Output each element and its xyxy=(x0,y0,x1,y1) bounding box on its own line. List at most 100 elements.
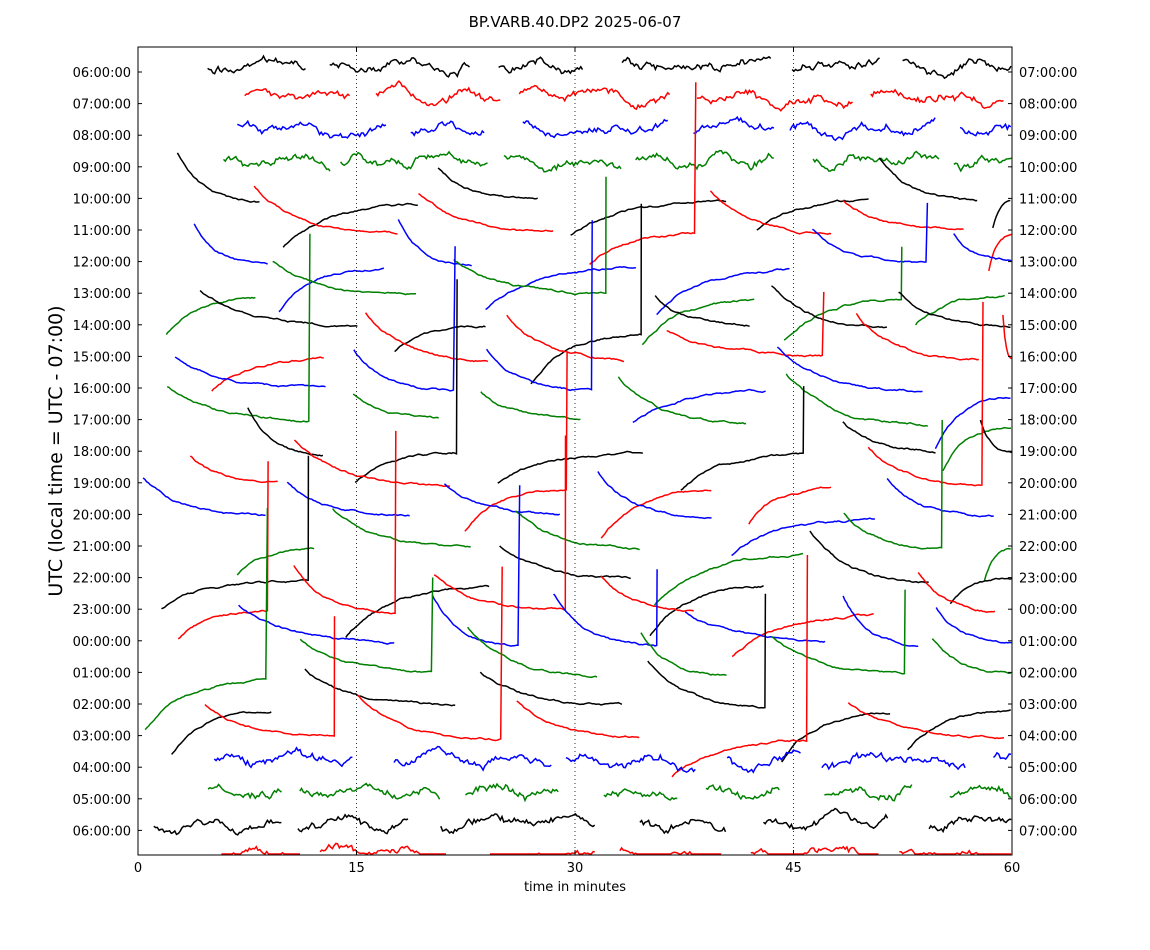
y-right-tick-label: 00:00:00 xyxy=(1019,603,1077,618)
y-left-tick-label: 23:00:00 xyxy=(73,603,131,618)
trace-segment xyxy=(299,782,441,800)
trace-segment xyxy=(213,746,353,769)
trace-segment xyxy=(917,572,996,613)
trace-segment xyxy=(352,393,439,419)
trace-segment xyxy=(942,426,1012,472)
trace-segment xyxy=(1002,314,1013,360)
trace-segment xyxy=(522,118,669,139)
x-tick-label: 30 xyxy=(567,861,584,876)
trace-segment xyxy=(236,547,315,576)
x-tick-label: 60 xyxy=(1004,861,1021,876)
trace-segment xyxy=(812,150,940,173)
trace-segment xyxy=(332,508,471,548)
x-tick-label: 15 xyxy=(348,861,365,876)
trace-segment xyxy=(278,267,384,313)
trace-segment xyxy=(783,246,903,341)
trace-segment xyxy=(899,848,1012,855)
trace-segment xyxy=(842,199,964,231)
trace-segment xyxy=(516,700,640,739)
y-right-tick-label: 16:00:00 xyxy=(1019,350,1077,365)
y-right-tick-label: 15:00:00 xyxy=(1019,319,1077,334)
trace-segment xyxy=(431,485,521,647)
chart-title: BP.VARB.40.DP2 2025-06-07 xyxy=(469,13,682,31)
trace-segment xyxy=(397,219,472,267)
y-left-tick-label: 20:00:00 xyxy=(73,508,131,523)
trace-segment xyxy=(680,386,805,491)
trace-segment xyxy=(489,849,595,855)
y-left-tick-label: 17:00:00 xyxy=(73,414,131,429)
trace-segment xyxy=(393,745,552,772)
trace-segment xyxy=(776,346,923,393)
trace-segment xyxy=(304,668,456,707)
y-left-tick-label: 07:00:00 xyxy=(73,98,131,113)
trace-segment xyxy=(340,150,488,171)
trace-segment xyxy=(466,626,598,679)
trace-segment xyxy=(842,421,936,454)
trace-segment xyxy=(748,486,832,525)
trace-segment xyxy=(666,291,825,358)
trace-segment xyxy=(161,455,310,610)
trace-segment xyxy=(221,845,300,855)
y-right-tick-label: 05:00:00 xyxy=(1019,761,1077,776)
trace-segment xyxy=(928,815,1012,834)
trace-segment xyxy=(286,481,410,517)
trace-segment xyxy=(193,223,268,265)
trace-segment xyxy=(855,312,979,361)
trace-segment xyxy=(518,84,671,111)
trace-segment xyxy=(902,58,1012,80)
trace-segment xyxy=(907,709,1012,751)
trace-segment xyxy=(565,753,696,773)
y-right-tick-label: 09:00:00 xyxy=(1019,129,1077,144)
trace-segment xyxy=(750,845,879,855)
trace-segment xyxy=(282,202,418,248)
y-left-tick-label: 05:00:00 xyxy=(73,793,131,808)
trace-segment xyxy=(211,356,324,392)
trace-segment xyxy=(253,185,398,235)
y-right-tick-label: 07:00:00 xyxy=(1019,824,1077,839)
trace-segment xyxy=(530,203,643,385)
trace-segment xyxy=(619,846,722,855)
y-left-tick-label: 21:00:00 xyxy=(73,540,131,555)
vertical-gridlines xyxy=(356,47,794,855)
trace-segment xyxy=(440,812,596,835)
trace-segment xyxy=(236,119,387,139)
trace-segment xyxy=(506,314,625,363)
y-left-tick-label: 14:00:00 xyxy=(73,319,131,334)
x-tick-label: 0 xyxy=(134,861,142,876)
y-right-tick-label: 01:00:00 xyxy=(1019,635,1077,650)
y-left-tick-label: 12:00:00 xyxy=(73,256,131,271)
trace-segment xyxy=(886,478,994,518)
trace-segment xyxy=(821,751,966,771)
trace-segment xyxy=(465,782,559,803)
traces-layer xyxy=(142,54,1013,855)
trace-segment xyxy=(992,199,1011,229)
y-left-tick-label: 00:00:00 xyxy=(73,635,131,650)
y-right-tick-label: 02:00:00 xyxy=(1019,666,1077,681)
trace-segment xyxy=(632,388,766,423)
y-left-tick-label: 18:00:00 xyxy=(73,445,131,460)
trace-segment xyxy=(272,260,417,296)
trace-segment xyxy=(166,233,311,423)
trace-segment xyxy=(364,312,489,363)
trace-segment xyxy=(453,176,607,296)
trace-segment xyxy=(653,552,804,606)
trace-segment xyxy=(621,55,772,73)
trace-segment xyxy=(617,376,746,425)
trace-segment xyxy=(649,585,764,637)
trace-segment xyxy=(144,507,269,731)
trace-segment xyxy=(570,199,727,236)
trace-segment xyxy=(771,589,906,675)
trace-segment xyxy=(153,818,282,836)
trace-segment xyxy=(222,153,331,172)
trace-segment xyxy=(207,783,282,800)
trace-segment xyxy=(867,301,984,487)
y-right-tick-label: 06:00:00 xyxy=(1019,793,1077,808)
trace-segment xyxy=(824,784,913,802)
trace-segment xyxy=(726,749,801,774)
trace-segment xyxy=(953,154,1012,173)
trace-segment xyxy=(789,117,936,142)
trace-segment xyxy=(949,577,1012,605)
trace-segment xyxy=(731,612,874,658)
trace-segment xyxy=(297,813,409,835)
y-right-tick-label: 10:00:00 xyxy=(1019,161,1077,176)
